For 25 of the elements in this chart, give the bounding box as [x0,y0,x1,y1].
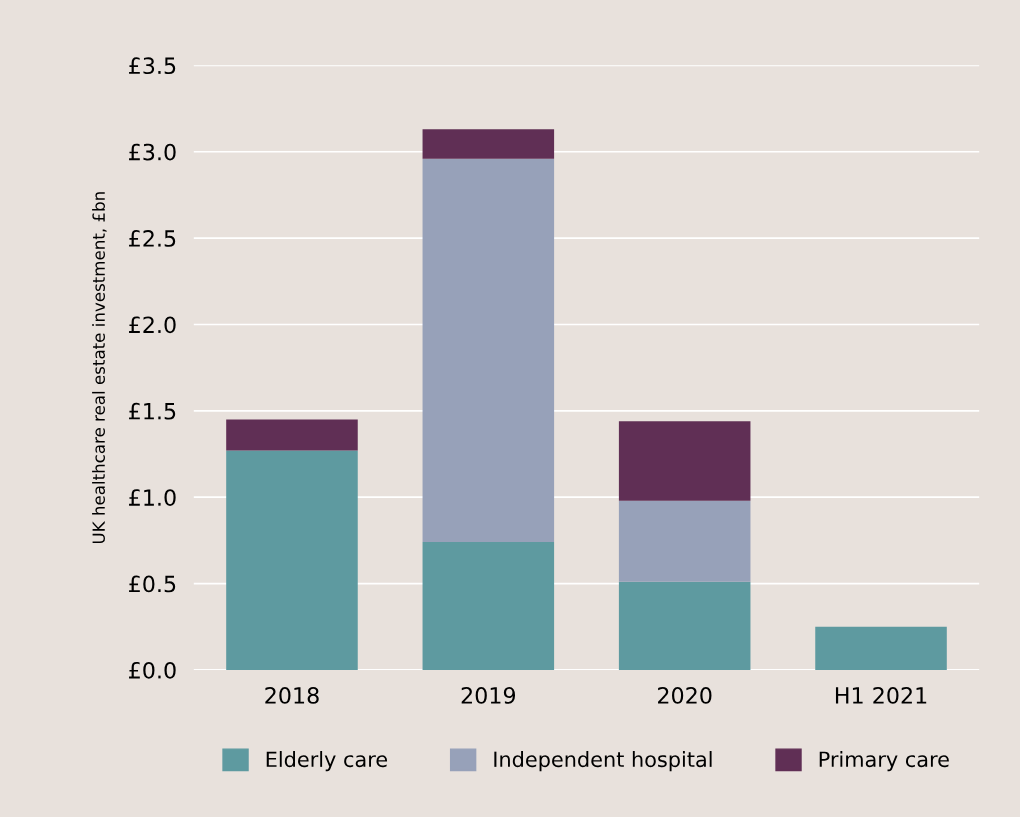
bar [618,500,751,582]
legend-label: Elderly care [266,751,388,772]
bar [618,581,751,670]
bar [422,158,555,543]
bar [422,129,555,159]
y-tick-label: £1.5 [129,402,176,420]
bar [618,421,751,501]
x-tick-label: H1 2021 [835,687,927,704]
x-tick-label: 2019 [461,687,516,704]
bar [422,542,555,670]
y-tick-label: £3.5 [129,57,176,75]
y-tick-label: £2.5 [129,230,176,247]
legend-label: Primary care [819,751,949,772]
legend-label: Independent hospital [494,751,712,772]
y-tick-label: £0.0 [129,661,176,679]
y-tick-label: £0.5 [129,575,176,593]
y-tick-label: £1.0 [129,489,176,506]
bar [226,450,358,670]
y-axis-title: UK healthcare real estate investment, £bn [92,192,107,544]
x-tick-label: 2020 [658,687,712,704]
bar [226,419,358,451]
x-tick-label: 2018 [265,687,319,704]
y-tick-label: £3.0 [129,143,176,161]
y-tick-label: £2.0 [129,316,176,334]
bar [815,626,947,670]
